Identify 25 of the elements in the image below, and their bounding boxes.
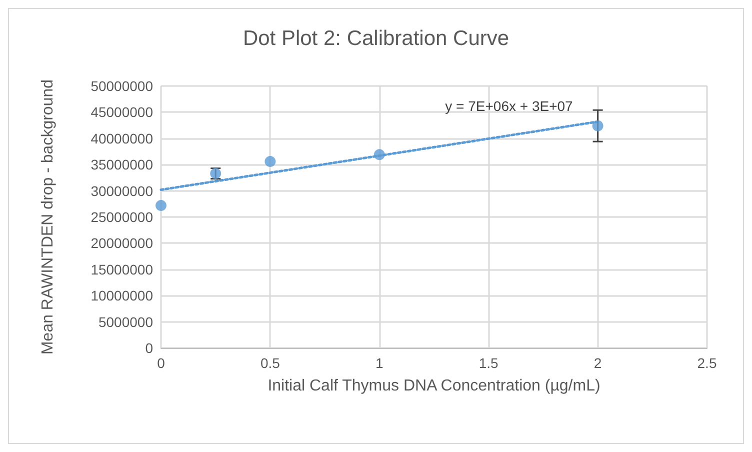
y-tick-label: 10000000: [90, 288, 154, 304]
point: [264, 156, 276, 167]
y-axis-title: Mean RAWINTDEN drop - background: [40, 79, 56, 355]
x-tick-label: 2: [594, 355, 602, 371]
y-tick-label: 30000000: [90, 182, 154, 199]
annotation: y = 7E+06x + 3E+07: [445, 98, 574, 114]
y-tick-label: 40000000: [90, 130, 154, 146]
y-tick-label: 15000000: [90, 261, 154, 278]
y-tick-label: 25000000: [90, 209, 154, 225]
x-tick-label: 1: [376, 355, 384, 371]
y-tick-label: 45000000: [90, 104, 154, 120]
x-axis-title: Initial Calf Thymus DNA Concentration (µg/mL): [268, 378, 600, 394]
chart-title: Dot Plot 2: Calibration Curve: [242, 27, 510, 50]
y-tick-label: 50000000: [90, 78, 154, 94]
x-tick-label: 2.5: [697, 355, 717, 371]
x-tick-label: 1.5: [478, 355, 499, 371]
y-tick-label: 5000000: [98, 314, 154, 330]
point: [374, 149, 385, 160]
y-tick-label: 20000000: [90, 235, 154, 252]
point: [156, 200, 166, 211]
x-tick-label: 0: [157, 355, 166, 371]
y-tick-label: 35000000: [90, 156, 154, 173]
point: [592, 120, 604, 132]
x-tick-label: 0.5: [260, 355, 280, 371]
y-tick-label: 0: [145, 340, 154, 356]
